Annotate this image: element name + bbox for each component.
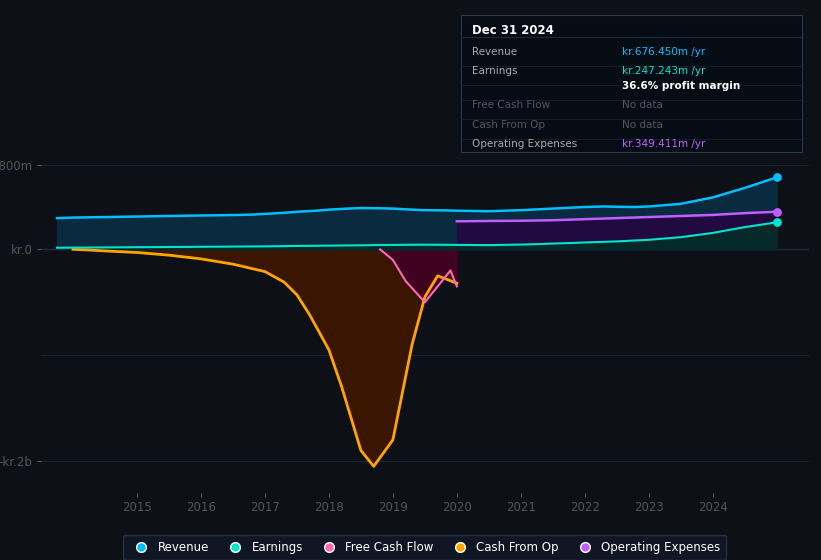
Text: Cash From Op: Cash From Op: [471, 120, 544, 130]
Text: No data: No data: [621, 120, 663, 130]
FancyBboxPatch shape: [461, 15, 802, 152]
Text: Free Cash Flow: Free Cash Flow: [471, 100, 550, 110]
Text: kr.349.411m /yr: kr.349.411m /yr: [621, 139, 705, 149]
Text: Dec 31 2024: Dec 31 2024: [471, 24, 553, 37]
Point: [770, 207, 783, 216]
Legend: Revenue, Earnings, Free Cash Flow, Cash From Op, Operating Expenses: Revenue, Earnings, Free Cash Flow, Cash …: [123, 535, 727, 560]
Text: kr.676.450m /yr: kr.676.450m /yr: [621, 46, 704, 57]
Text: Revenue: Revenue: [471, 46, 516, 57]
Text: kr.247.243m /yr: kr.247.243m /yr: [621, 66, 705, 76]
Text: 36.6% profit margin: 36.6% profit margin: [621, 81, 740, 91]
Text: Operating Expenses: Operating Expenses: [471, 139, 577, 149]
Text: No data: No data: [621, 100, 663, 110]
Point: [770, 218, 783, 227]
Point: [770, 173, 783, 182]
Text: Earnings: Earnings: [471, 66, 517, 76]
